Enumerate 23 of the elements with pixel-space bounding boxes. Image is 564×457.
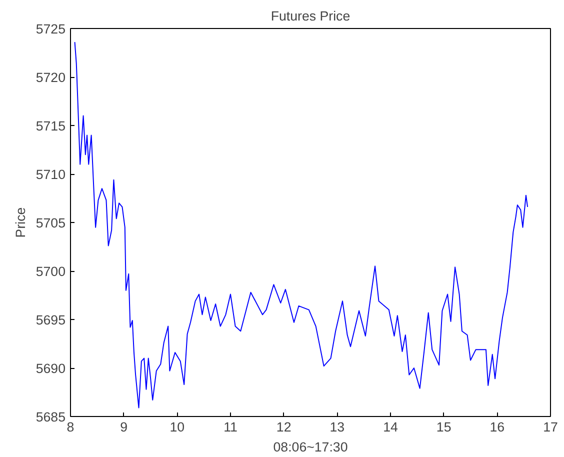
x-tick-label: 11	[224, 420, 238, 434]
x-tick-label: 17	[543, 420, 558, 434]
y-tick-label: 5690	[36, 361, 66, 376]
y-tick-label: 5715	[36, 118, 66, 134]
x-tick-label: 8	[66, 420, 74, 434]
x-tick-label: 10	[170, 420, 185, 434]
x-tick-label: 15	[436, 420, 452, 434]
x-axis-title: 08:06~17:30	[273, 440, 348, 454]
chart-title: Futures Price	[270, 8, 350, 24]
y-tick-label: 5695	[36, 312, 66, 328]
x-tick-label: 16	[490, 420, 505, 434]
x-tick-label: 9	[120, 420, 128, 434]
y-tick-label: 5725	[36, 22, 66, 36]
x-tick-label: 14	[383, 420, 398, 434]
x-tick-label: 12	[276, 420, 292, 434]
y-tick-label: 5705	[36, 216, 66, 230]
line-series	[74, 42, 528, 408]
y-axis-title: Price	[12, 207, 28, 238]
x-tick-label: 13	[330, 420, 345, 434]
y-tick-label: 5710	[36, 167, 66, 182]
y-tick-label: 5700	[36, 264, 66, 279]
y-tick-label: 5685	[36, 410, 66, 424]
y-tick-label: 5720	[36, 70, 66, 85]
